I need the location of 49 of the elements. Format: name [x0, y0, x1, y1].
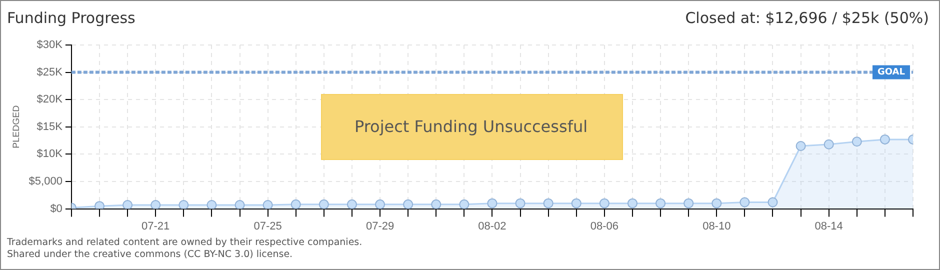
point: [431, 199, 442, 209]
x-tick-label: 07-29: [366, 220, 394, 232]
point: [150, 200, 161, 209]
x-tick-label: 07-25: [254, 220, 282, 232]
point: [487, 198, 498, 208]
text: Shared under the creative commons (CC BY-NC 3.0) license.: [7, 249, 293, 260]
point: [290, 199, 301, 209]
y-tick-label: $5,000: [28, 176, 62, 188]
point: [459, 199, 470, 209]
y-tick-label: $20K: [36, 94, 64, 106]
point: [262, 200, 273, 209]
point: [571, 198, 582, 208]
point: [178, 200, 189, 209]
y-tick-label: $25K: [36, 66, 64, 78]
point: [684, 198, 694, 208]
x-tick-label: 08-14: [814, 220, 843, 232]
point: [94, 201, 104, 209]
point: [824, 139, 834, 150]
point: [599, 198, 610, 208]
x-tick-label: 08-02: [478, 220, 506, 232]
point: [375, 199, 386, 209]
point: [403, 199, 414, 209]
point: [740, 197, 750, 208]
chart-title: Funding Progress: [7, 9, 136, 27]
y-tick-label: $30K: [36, 39, 64, 52]
point: [880, 134, 890, 144]
y-axis-title: PLEDGED: [10, 104, 21, 148]
y-tick-label: $15K: [36, 120, 64, 133]
x-tick-label: 07-21: [142, 220, 170, 232]
y-tick-label: $10K: [36, 148, 64, 160]
point: [206, 200, 217, 209]
x-tick-label: 08-10: [702, 220, 731, 232]
y-tick-label: $0: [50, 202, 62, 215]
text: Trademarks and related content are owned by their respective companies.: [7, 237, 362, 248]
point: [515, 198, 526, 208]
ref-line-label: GOAL: [878, 68, 906, 78]
x-tick-label: 08-06: [590, 220, 618, 232]
point: [318, 199, 329, 209]
point: [627, 198, 638, 208]
point: [543, 198, 554, 208]
point: [346, 199, 357, 209]
point: [852, 136, 862, 147]
point: [768, 197, 778, 208]
chart-subtitle: Closed at: $12,696 / $25k (50%): [685, 9, 929, 27]
point: [796, 141, 806, 152]
point: [712, 198, 722, 208]
point: [122, 200, 133, 209]
point: [656, 198, 666, 208]
point: [234, 200, 245, 209]
